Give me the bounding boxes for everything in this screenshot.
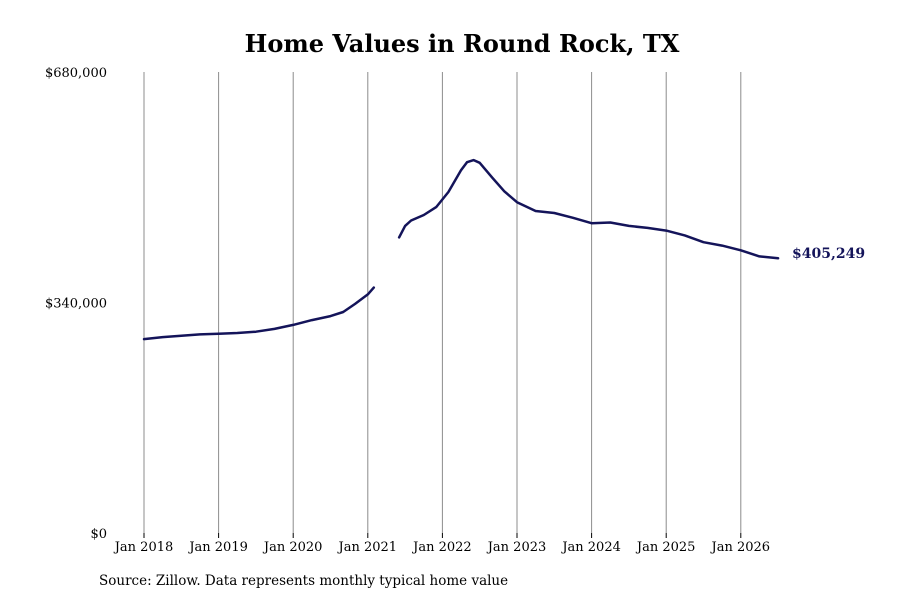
series-line-segment-1 [397, 158, 780, 260]
x-tick-label: Jan 2018 [113, 540, 174, 555]
latest-value-label: $405,249 [792, 246, 865, 262]
chart-title: Home Values in Round Rock, TX [245, 29, 680, 58]
x-tick-label: Jan 2026 [710, 540, 771, 555]
series-line-segment-0 [142, 286, 376, 341]
y-axis-labels: $0 $340,000 $680,000 [45, 66, 107, 542]
y-tick-label: $680,000 [45, 66, 107, 81]
grid-lines [143, 72, 742, 538]
x-tick-label: Jan 2024 [560, 540, 621, 555]
x-tick-label: Jan 2023 [486, 540, 547, 555]
y-tick-label: $0 [90, 527, 107, 542]
x-tick-label: Jan 2019 [187, 540, 248, 555]
x-tick-label: Jan 2020 [262, 540, 323, 555]
source-note: Source: Zillow. Data represents monthly … [99, 573, 509, 589]
home-value-series [142, 158, 780, 341]
x-tick-label: Jan 2021 [337, 540, 398, 555]
x-axis-labels: Jan 2018 Jan 2019 Jan 2020 Jan 2021 Jan 2022… [113, 540, 770, 555]
y-tick-label: $340,000 [45, 297, 107, 312]
x-tick-label: Jan 2025 [635, 540, 696, 555]
x-tick-label: Jan 2022 [411, 540, 472, 555]
